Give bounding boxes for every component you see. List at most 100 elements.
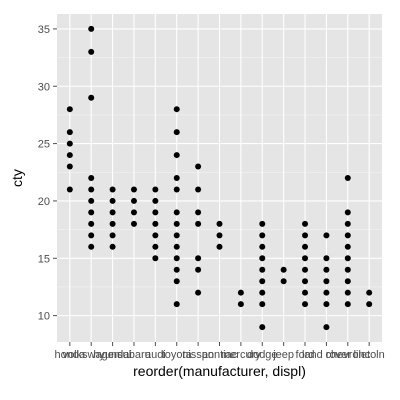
x-tick-label: hyundai — [93, 349, 132, 361]
x-axis-title: reorder(manufacturer, displ) — [133, 363, 306, 379]
data-point — [216, 232, 223, 239]
data-point — [195, 163, 202, 170]
data-point — [344, 301, 351, 308]
data-point — [302, 266, 309, 273]
data-point — [195, 255, 202, 262]
data-point — [173, 301, 180, 308]
data-point — [344, 266, 351, 273]
data-point — [66, 106, 73, 113]
data-point — [323, 301, 330, 308]
data-point — [173, 209, 180, 216]
data-point — [280, 266, 287, 273]
data-point — [130, 197, 137, 204]
data-point — [323, 255, 330, 262]
data-point — [173, 129, 180, 136]
data-point — [88, 197, 95, 204]
data-point — [152, 197, 159, 204]
data-point — [302, 301, 309, 308]
data-point — [344, 243, 351, 250]
data-point — [109, 220, 116, 227]
data-point — [302, 289, 309, 296]
y-tick-label: 20 — [38, 196, 50, 208]
data-point — [173, 106, 180, 113]
data-point — [88, 48, 95, 55]
data-point — [259, 220, 266, 227]
y-tick-label: 35 — [38, 24, 50, 36]
data-point — [109, 209, 116, 216]
data-point — [173, 186, 180, 193]
data-point — [66, 186, 73, 193]
data-point — [88, 209, 95, 216]
data-point — [216, 243, 223, 250]
data-point — [323, 278, 330, 285]
data-point — [259, 243, 266, 250]
data-point — [88, 25, 95, 32]
x-tick-label: subaru — [117, 349, 151, 361]
data-point — [237, 301, 244, 308]
data-point — [344, 289, 351, 296]
data-point — [152, 232, 159, 239]
x-tick-label: audi — [145, 349, 166, 361]
data-point — [88, 232, 95, 239]
data-point — [195, 289, 202, 296]
x-tick-label: dodge — [247, 349, 278, 361]
x-axis: hondavolkswagenhyundaisubaruauditoyotani… — [55, 342, 385, 361]
data-point — [130, 220, 137, 227]
data-point — [152, 186, 159, 193]
data-point — [366, 289, 373, 296]
data-point — [66, 129, 73, 136]
data-point — [173, 175, 180, 181]
data-point — [130, 186, 137, 193]
data-point — [173, 152, 180, 159]
data-point — [302, 220, 309, 227]
x-tick-label: mercury — [221, 349, 261, 361]
data-point — [259, 232, 266, 239]
data-point — [88, 94, 95, 101]
data-point — [302, 232, 309, 239]
data-point — [173, 278, 180, 285]
data-point — [130, 209, 137, 216]
y-axis-title: cty — [9, 169, 25, 187]
data-point — [173, 232, 180, 239]
y-axis: 10 15 20 25 30 35 — [38, 24, 57, 323]
data-point — [344, 278, 351, 285]
y-tick-label: 10 — [38, 311, 50, 323]
x-tick-label: volkswagen — [62, 349, 119, 361]
data-point — [152, 220, 159, 227]
x-tick-label: chevrolet — [325, 349, 370, 361]
data-point — [344, 209, 351, 216]
data-point — [109, 243, 116, 250]
data-point — [302, 255, 309, 262]
data-point — [152, 255, 159, 262]
x-tick-label: toyota — [162, 349, 193, 361]
data-point — [366, 301, 373, 308]
data-point — [323, 266, 330, 273]
data-point — [259, 255, 266, 262]
x-tick-label: lincoln — [354, 349, 385, 361]
data-point — [344, 232, 351, 239]
x-tick-label: nissan — [182, 349, 214, 361]
data-point — [88, 175, 95, 181]
x-tick-label: jeep — [272, 349, 294, 361]
x-tick-label: ford — [296, 349, 315, 361]
x-tick-label: pontiac — [202, 349, 238, 361]
data-points — [66, 25, 373, 331]
data-point — [344, 255, 351, 262]
y-tick-label: 25 — [38, 139, 50, 151]
data-point — [323, 232, 330, 239]
data-point — [259, 266, 266, 273]
data-point — [323, 324, 330, 331]
data-point — [88, 243, 95, 250]
x-tick-label: honda — [55, 349, 86, 361]
data-point — [344, 175, 351, 181]
data-point — [109, 197, 116, 204]
data-point — [302, 243, 309, 250]
data-point — [323, 289, 330, 296]
data-point — [259, 278, 266, 285]
data-point — [88, 220, 95, 227]
data-point — [259, 324, 266, 331]
y-tick-label: 30 — [38, 81, 50, 93]
data-point — [216, 220, 223, 227]
data-point — [152, 243, 159, 250]
